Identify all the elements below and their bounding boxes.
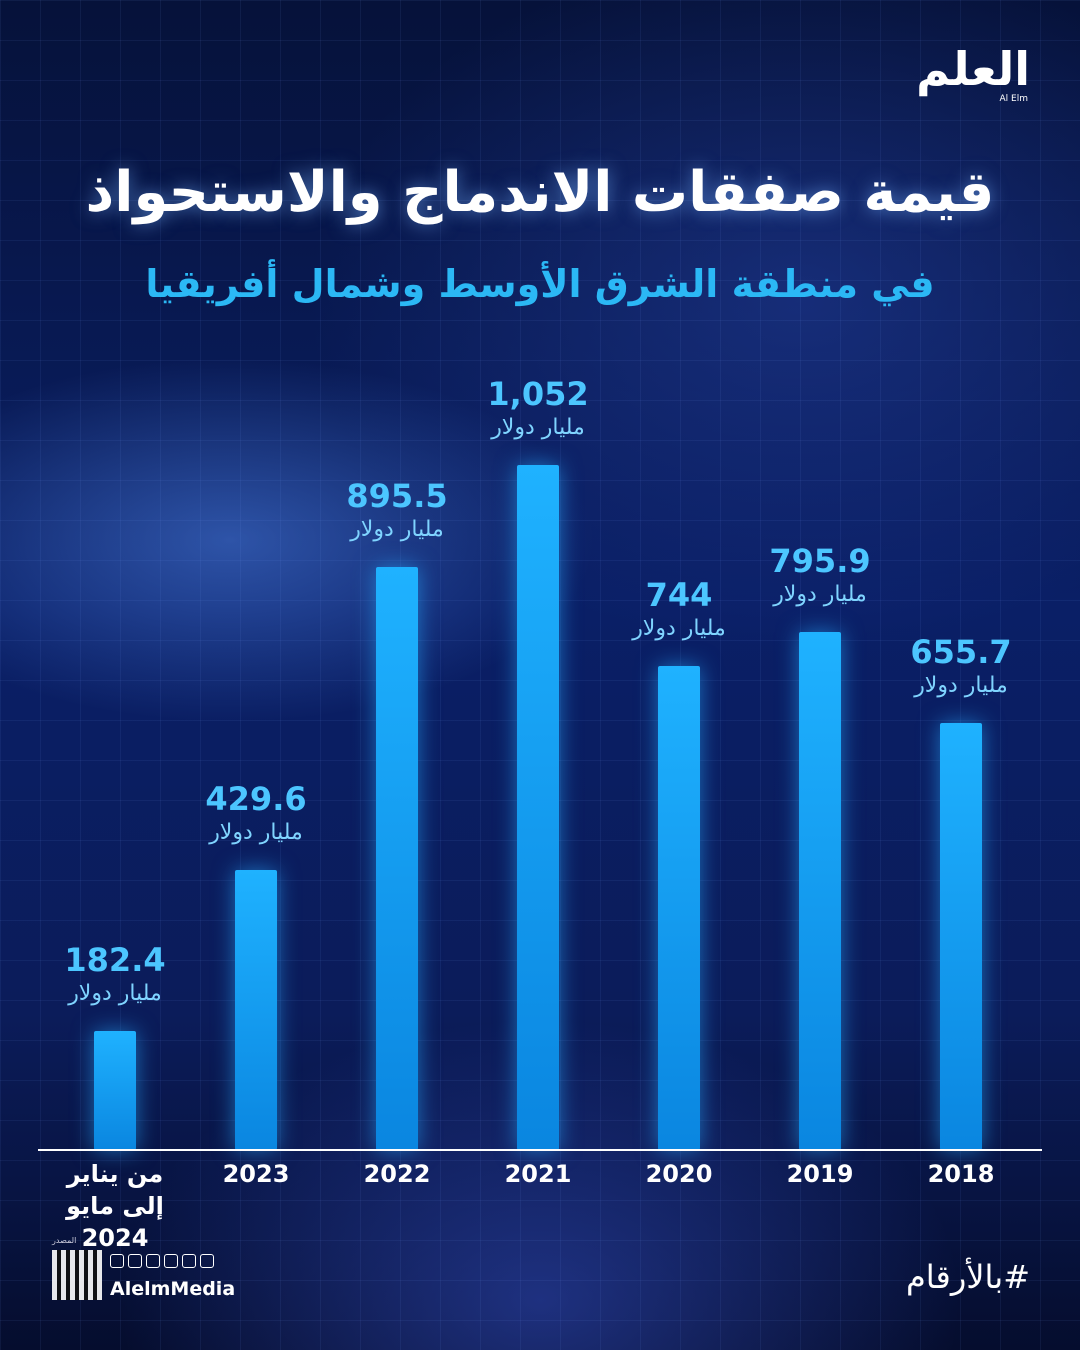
x-tick-label: 2020 bbox=[645, 1160, 713, 1188]
logo: العلم bbox=[916, 42, 1030, 96]
bar bbox=[940, 723, 982, 1150]
source-label: المصدر bbox=[52, 1236, 77, 1245]
value-label: 182.4 bbox=[64, 941, 166, 980]
x-tick-label: 2019 bbox=[786, 1160, 854, 1188]
value-unit: مليار دولار bbox=[914, 673, 1008, 699]
value-unit: مليار دولار bbox=[209, 820, 303, 846]
bar bbox=[235, 870, 277, 1150]
bar bbox=[799, 631, 841, 1150]
value-unit: مليار دولار bbox=[491, 415, 585, 440]
value-label: 655.7 bbox=[910, 633, 1012, 672]
x-tick-label: 2021 bbox=[504, 1160, 572, 1188]
x-tick-label: 2022 bbox=[363, 1160, 431, 1188]
social-icons bbox=[110, 1254, 226, 1268]
x-tick-label: 2023 bbox=[222, 1160, 290, 1188]
bar bbox=[376, 566, 418, 1150]
value-label: 429.6 bbox=[205, 780, 307, 819]
value-label: 795.9 bbox=[769, 541, 871, 580]
x-tick-label: من يناير إلى مايو 2024 bbox=[66, 1160, 164, 1252]
bar bbox=[658, 665, 700, 1150]
chart-title: قيمة صفقات الاندماج والاستحواذ bbox=[85, 160, 995, 225]
logo-latin: Al Elm bbox=[999, 94, 1028, 104]
value-unit: مليار دولار bbox=[632, 615, 726, 641]
value-unit: مليار دولار bbox=[773, 581, 867, 607]
value-unit: مليار دولار bbox=[68, 981, 162, 1007]
value-label: 744 bbox=[645, 575, 713, 614]
bar bbox=[517, 465, 559, 1150]
chart-subtitle: في منطقة الشرق الأوسط وشمال أفريقيا bbox=[145, 262, 935, 306]
value-label: 1,052 bbox=[487, 375, 589, 413]
qr-code bbox=[52, 1250, 102, 1300]
value-unit: مليار دولار bbox=[350, 516, 444, 542]
hashtag: #بالأرقام bbox=[905, 1258, 1030, 1296]
bar bbox=[94, 1031, 136, 1150]
baseline bbox=[38, 1149, 1042, 1151]
handle: AlelmMedia bbox=[110, 1278, 236, 1300]
value-label: 895.5 bbox=[346, 476, 448, 515]
x-tick-label: 2018 bbox=[927, 1160, 995, 1188]
